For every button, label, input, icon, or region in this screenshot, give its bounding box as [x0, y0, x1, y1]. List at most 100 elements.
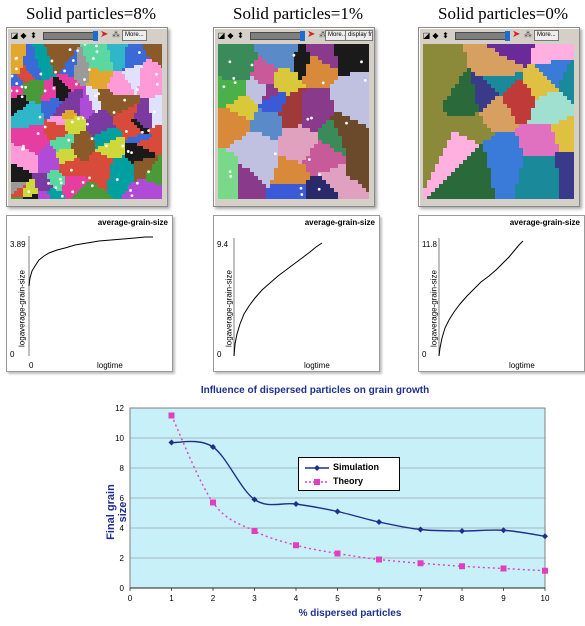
plot-area	[28, 236, 153, 356]
grain-cell	[358, 120, 362, 124]
grain-cell	[471, 104, 475, 108]
grain-cell	[238, 112, 242, 116]
grain-cell	[50, 65, 53, 68]
grain-cell	[62, 98, 65, 101]
grain-cell	[366, 80, 369, 84]
updown-icon[interactable]: ⬍	[237, 31, 244, 40]
grain-cell	[423, 112, 427, 116]
grain-cell	[487, 84, 491, 88]
grain-cell	[318, 64, 322, 68]
slider-thumb[interactable]	[300, 31, 305, 41]
grain-cell	[322, 168, 326, 172]
grain-cell	[146, 173, 149, 176]
grain-cell	[218, 56, 222, 60]
grain-cell	[435, 112, 439, 116]
grain-cell	[306, 108, 310, 112]
grain-cell	[298, 52, 302, 56]
grain-cell	[290, 136, 294, 140]
grain-cell	[539, 84, 543, 88]
grain-cell	[350, 116, 354, 120]
grain-cell	[68, 143, 71, 146]
speed-slider[interactable]	[43, 31, 98, 41]
grain-cell	[68, 44, 71, 47]
grain-cell	[29, 125, 32, 128]
grain-cell	[59, 125, 62, 128]
grain-cell	[310, 196, 314, 199]
grain-cell	[80, 80, 83, 83]
grain-cell	[56, 176, 59, 179]
updown-icon[interactable]: ⬍	[30, 31, 37, 40]
solid-particle	[222, 85, 226, 89]
grain-cell	[483, 96, 487, 100]
grain-cell	[431, 116, 435, 120]
grain-cell	[71, 74, 74, 77]
grain-cell	[137, 83, 140, 86]
grain-cell	[110, 59, 113, 62]
grain-cell	[104, 179, 107, 182]
more-button[interactable]: More...	[122, 30, 147, 41]
grain-cell	[294, 128, 298, 132]
speed-slider[interactable]	[455, 31, 510, 41]
grain-cell	[101, 83, 104, 86]
grain-cell	[116, 158, 119, 161]
grain-cell	[143, 98, 146, 101]
grain-cell	[95, 179, 98, 182]
grain-cell	[354, 84, 358, 88]
grain-cell	[29, 137, 32, 140]
step-icon[interactable]: ◆	[432, 31, 439, 40]
grain-cell	[158, 170, 161, 173]
grain-cell	[455, 100, 459, 104]
slider-thumb[interactable]	[93, 31, 98, 41]
speed-slider[interactable]	[250, 31, 305, 41]
steps-icon[interactable]: ⁂	[524, 30, 532, 39]
display-button[interactable]: display fro...	[345, 30, 373, 41]
edit-icon[interactable]: ◪	[10, 31, 19, 40]
run-arrow-icon[interactable]: ➤	[100, 29, 109, 40]
grain-cell	[519, 100, 523, 104]
grain-cell	[238, 144, 242, 148]
grain-cell	[318, 80, 322, 84]
step-icon[interactable]: ◆	[20, 31, 27, 40]
grain-cell	[143, 122, 146, 125]
grain-cell	[131, 131, 134, 134]
grain-cell	[338, 96, 342, 100]
slider-thumb[interactable]	[505, 31, 510, 41]
grain-cell	[113, 173, 116, 176]
step-icon[interactable]: ◆	[227, 31, 234, 40]
grain-cell	[68, 86, 71, 89]
grain-cell	[134, 92, 137, 95]
grain-cell	[38, 143, 41, 146]
grain-cell	[26, 98, 29, 101]
grain-cell	[302, 132, 306, 136]
steps-icon[interactable]: ⁂	[319, 30, 327, 39]
grain-cell	[354, 116, 358, 120]
grain-cell	[543, 52, 547, 56]
grain-cell	[113, 191, 116, 194]
grain-cell	[463, 100, 467, 104]
grain-cell	[234, 148, 238, 152]
grain-cell	[155, 53, 158, 56]
updown-icon[interactable]: ⬍	[442, 31, 449, 40]
grain-cell	[302, 96, 306, 100]
grain-cell	[11, 47, 14, 50]
grain-cell	[122, 179, 125, 182]
more-button[interactable]: More...	[534, 30, 559, 41]
grain-cell	[41, 197, 44, 199]
edit-icon[interactable]: ◪	[422, 31, 431, 40]
grain-cell	[495, 60, 499, 64]
grain-cell	[158, 74, 161, 77]
run-arrow-icon[interactable]: ➤	[512, 29, 521, 40]
grain-cell	[471, 76, 475, 80]
grain-cell	[222, 48, 226, 52]
grain-cell	[14, 110, 17, 113]
edit-icon[interactable]: ◪	[217, 31, 226, 40]
steps-icon[interactable]: ⁂	[112, 30, 120, 39]
grain-cell	[128, 191, 131, 194]
grain-cell	[101, 188, 104, 191]
grain-cell	[222, 44, 226, 48]
grain-cell	[431, 80, 435, 84]
grain-cell	[29, 143, 32, 146]
run-arrow-icon[interactable]: ➤	[307, 29, 316, 40]
solid-particle	[83, 78, 86, 81]
grain-cell	[35, 71, 38, 74]
